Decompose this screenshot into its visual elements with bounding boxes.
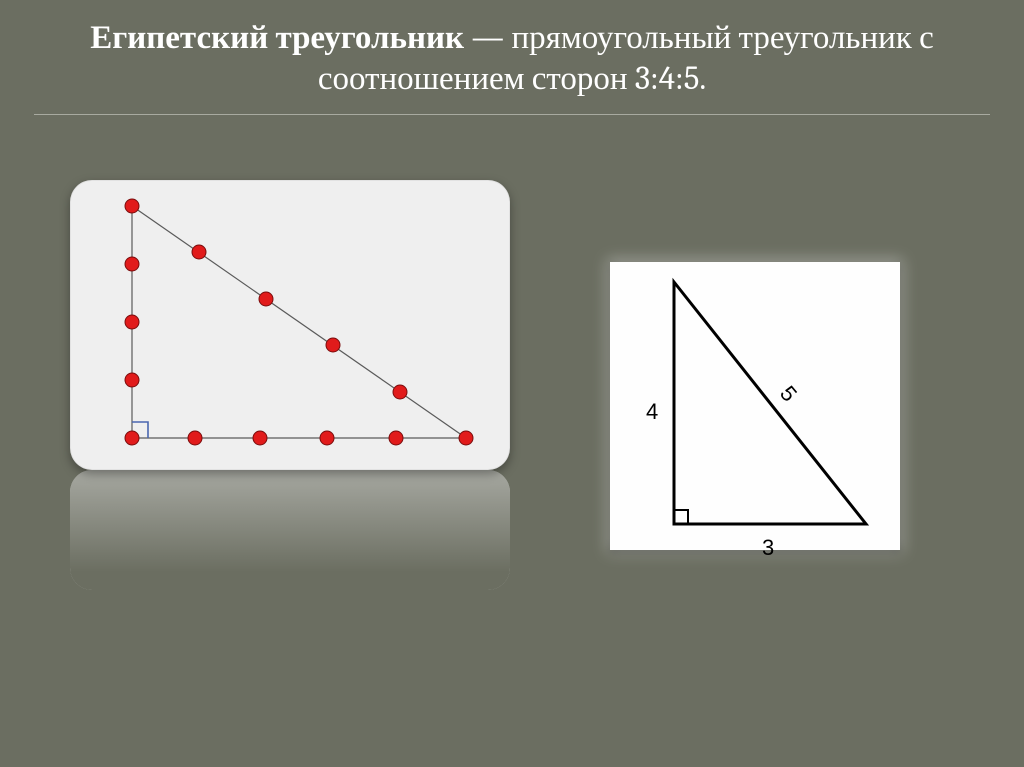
left-panel-reflection-fade — [70, 470, 510, 590]
title-bold: Египетский треугольник — [90, 19, 464, 57]
right-diagram-panel: 4 3 5 — [610, 262, 900, 550]
left-diagram-panel — [70, 180, 510, 470]
label-side-a: 4 — [646, 399, 658, 425]
title-line-1: Египетский треугольник — прямоугольный т… — [40, 18, 984, 101]
label-side-b: 3 — [762, 535, 774, 561]
left-triangle-svg — [70, 180, 510, 470]
slide-title: Египетский треугольник — прямоугольный т… — [40, 18, 984, 101]
slide-root: Египетский треугольник — прямоугольный т… — [0, 0, 1024, 767]
title-divider — [34, 114, 990, 115]
